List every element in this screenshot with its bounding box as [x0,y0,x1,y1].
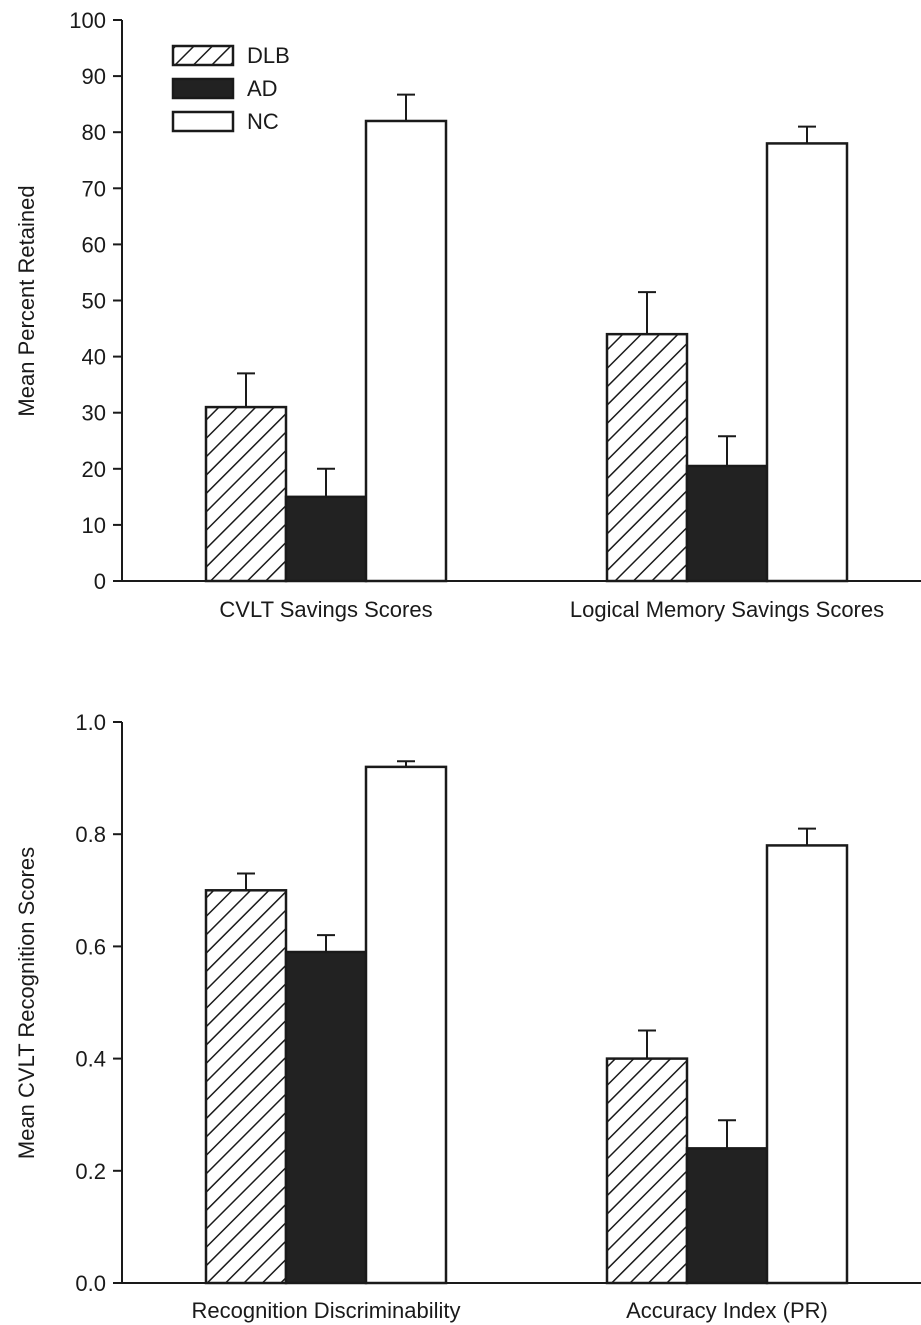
y-tick-label: 10 [82,513,106,538]
category-label: CVLT Savings Scores [219,597,432,622]
savings-chart: Mean Percent Retained 0 10 20 30 40 50 60 70 80 9… [14,8,921,622]
bar-ad [685,464,769,583]
y-tick-label: 50 [82,289,106,314]
y-tick-label: 100 [69,8,106,33]
bar-ad [284,495,368,583]
axes: 0.0 0.2 0.4 0.6 0.8 1.0 Recognition Discrimina… [75,710,921,1323]
y-tick-label: 1.0 [75,710,106,735]
bar-dlb [605,332,689,583]
bar-ad [685,1147,769,1285]
bar-nc [765,844,849,1285]
bar-dlb [204,405,288,583]
category-label: Accuracy Index (PR) [626,1298,828,1323]
y-tick-label: 70 [82,176,106,201]
legend-swatch-nc [171,110,235,133]
legend-label: DLB [247,43,290,68]
category-label: Recognition Discriminability [192,1298,461,1323]
recognition-chart: Mean CVLT Recognition Scores 0.00.20.40.… [14,710,921,1323]
bar-nc [765,142,849,583]
bar-dlb [204,889,288,1285]
bar-nc [364,765,448,1285]
bar-ad [284,950,368,1285]
y-tick-label: 30 [82,401,106,426]
y-tick-label: 0.8 [75,822,106,847]
legend: DLB AD NC [171,43,290,134]
y-tick-label: 20 [82,457,106,482]
y-axis-title: Mean CVLT Recognition Scores [14,847,39,1159]
bar-dlb [605,1057,689,1285]
y-tick-label: 0.6 [75,934,106,959]
bars [204,93,849,583]
y-axis-title: Mean Percent Retained [14,185,39,416]
legend-label: AD [247,76,278,101]
y-tick-label: 0.0 [75,1271,106,1296]
y-tick-label: 90 [82,64,106,89]
y-tick-label: 80 [82,120,106,145]
axes: 0 10 20 30 40 50 60 70 80 90 100 CVLT Savings Score… [69,8,921,622]
y-tick-label: 60 [82,232,106,257]
y-tick-label: 0 [94,569,106,594]
y-tick-label: 40 [82,345,106,370]
legend-swatch-dlb [171,44,235,67]
legend-swatch-ad [171,77,235,100]
y-tick-label: 0.4 [75,1047,106,1072]
bar-nc [364,119,448,583]
bars [204,760,849,1285]
category-label: Logical Memory Savings Scores [570,597,884,622]
y-tick-label: 0.2 [75,1159,106,1184]
legend-label: NC [247,109,279,134]
